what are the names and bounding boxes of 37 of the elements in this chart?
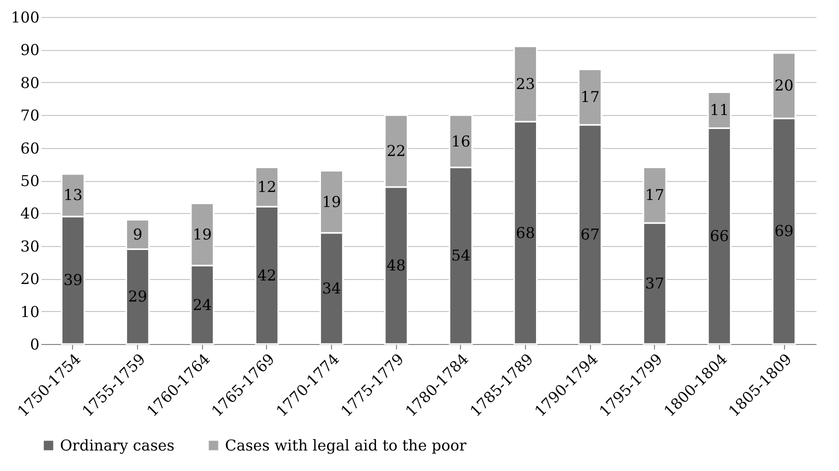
- legend-label: Ordinary cases: [60, 436, 174, 455]
- data-label: 29: [128, 288, 148, 306]
- data-label: 13: [63, 186, 83, 204]
- y-tick-label: 50: [20, 172, 40, 190]
- y-tick-label: 80: [20, 74, 40, 92]
- data-label: 19: [322, 192, 342, 211]
- y-tick-label: 90: [20, 41, 40, 60]
- data-label: 23: [516, 75, 536, 94]
- data-label: 54: [451, 246, 470, 265]
- data-label: 12: [257, 178, 276, 196]
- data-label: 11: [710, 101, 729, 120]
- y-tick-label: 10: [20, 302, 40, 321]
- data-label: 66: [710, 227, 729, 246]
- y-tick-label: 100: [10, 8, 40, 26]
- data-label: 24: [192, 296, 212, 314]
- data-label: 34: [322, 279, 342, 298]
- y-tick-label: 0: [30, 336, 40, 354]
- data-label: 22: [386, 142, 406, 160]
- data-label: 69: [774, 222, 794, 240]
- y-tick-label: 70: [20, 106, 40, 125]
- data-label: 39: [63, 271, 83, 290]
- data-label: 17: [580, 88, 600, 106]
- data-label: 48: [386, 256, 406, 275]
- data-label: 17: [645, 186, 664, 204]
- data-label: 67: [580, 225, 600, 244]
- y-tick-label: 40: [20, 204, 40, 223]
- data-label: 9: [132, 225, 142, 244]
- y-tick-label: 60: [20, 139, 40, 158]
- y-tick-label: 30: [20, 237, 40, 256]
- data-label: 19: [192, 225, 212, 244]
- y-tick-label: 20: [20, 270, 40, 288]
- data-label: 20: [774, 76, 794, 95]
- data-label: 37: [645, 274, 664, 293]
- data-label: 16: [451, 132, 470, 150]
- data-label: 68: [516, 224, 536, 242]
- legend-label: Cases with legal aid to the poor: [225, 436, 468, 455]
- data-label: 42: [257, 266, 276, 284]
